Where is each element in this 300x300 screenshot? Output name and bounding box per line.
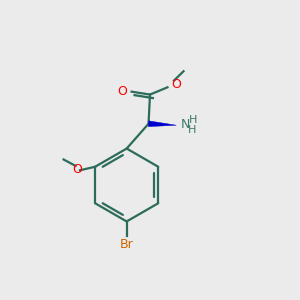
Text: H: H [188,115,197,125]
Text: N: N [180,118,190,131]
Text: O: O [73,163,82,176]
Text: O: O [171,78,181,91]
Text: Br: Br [120,238,134,251]
Text: O: O [117,85,127,98]
Text: H: H [188,125,196,135]
Polygon shape [148,121,176,127]
